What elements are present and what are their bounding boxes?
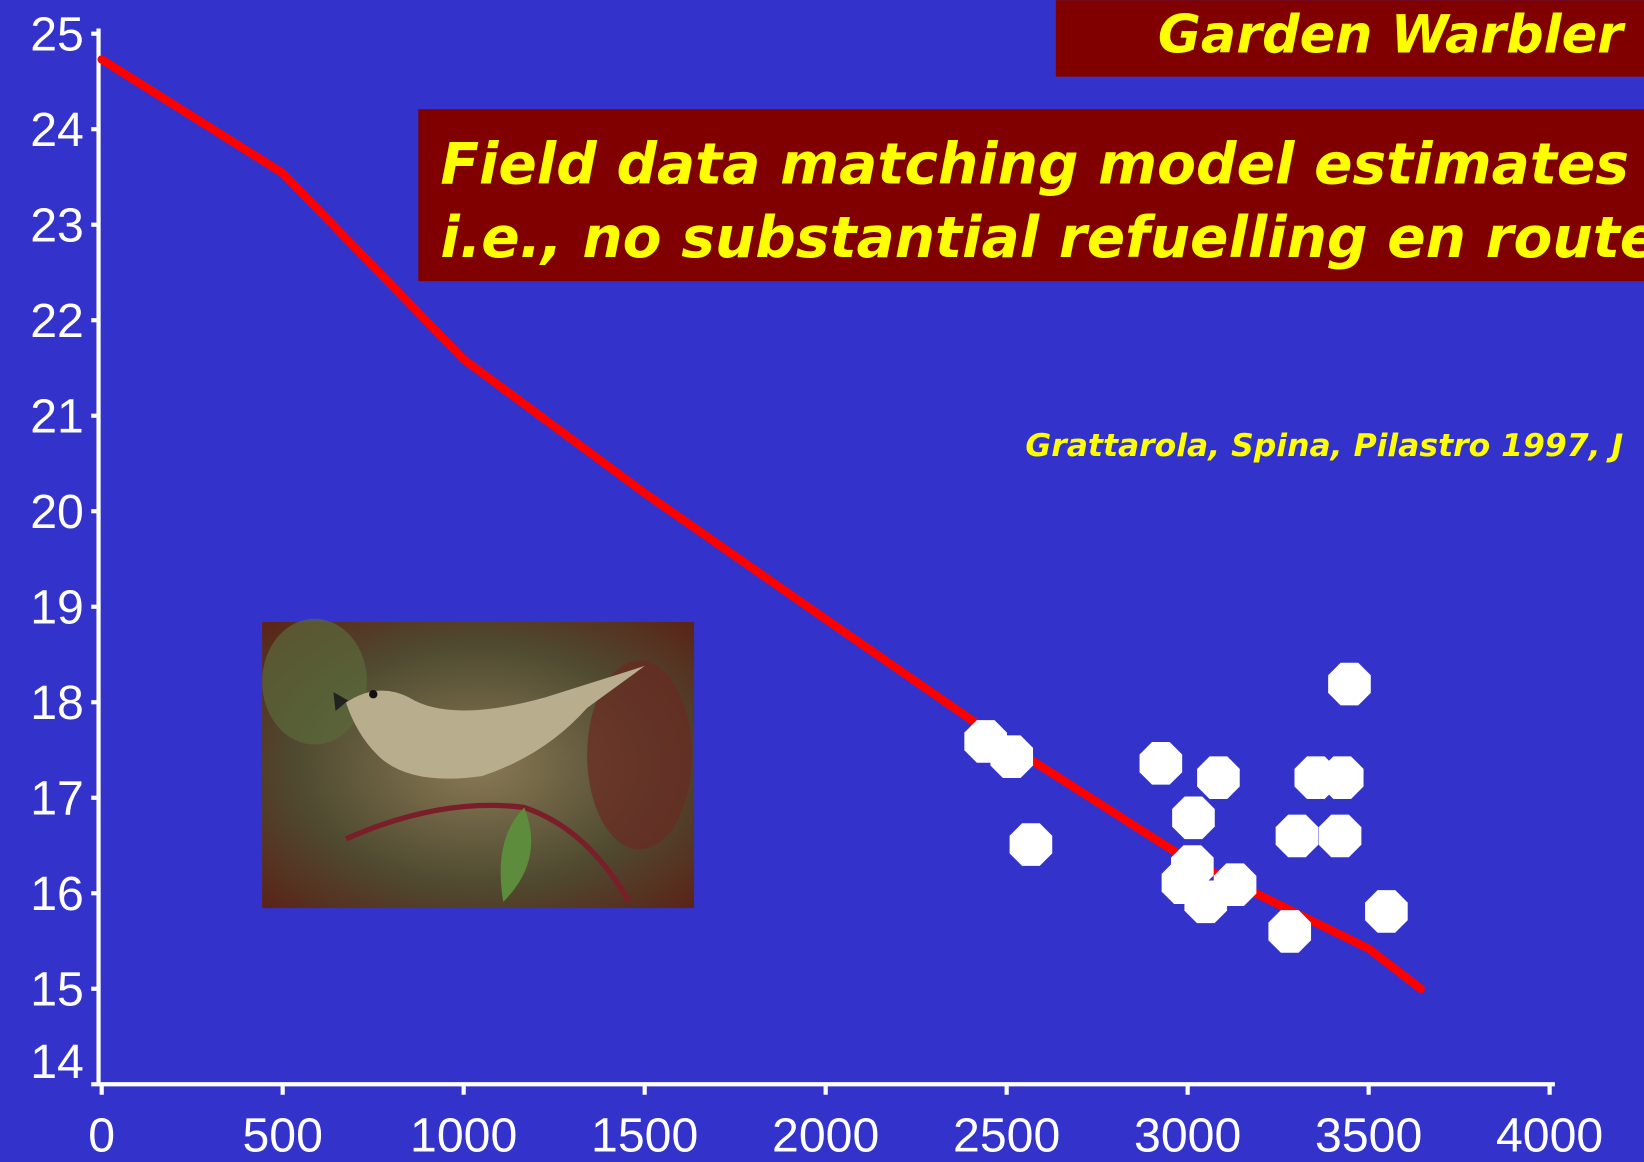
y-tick-label: 15 [30, 963, 84, 1017]
bird-photo [262, 618, 695, 909]
y-tick-label: 20 [30, 485, 84, 539]
subtitle-line: i.e., no substantial refuelling en route [440, 205, 1644, 271]
y-tick-label: 23 [30, 198, 84, 252]
x-tick-label: 3000 [1134, 1108, 1241, 1162]
data-point [1320, 756, 1364, 800]
y-tick-label: 21 [30, 389, 84, 443]
x-tick-label: 1000 [410, 1108, 517, 1162]
chart-title: Garden Warbler [1158, 5, 1626, 66]
y-tick-label: 14 [30, 1035, 84, 1089]
y-tick-label: 16 [30, 867, 84, 921]
subtitle-box [418, 109, 1644, 282]
subtitle-line: Field data matching model estimates [440, 132, 1629, 198]
data-point [1213, 863, 1257, 906]
citation: Grattarola, Spina, Pilastro 1997, J [1025, 428, 1623, 464]
x-tick-label: 2500 [953, 1108, 1060, 1162]
y-tick-label: 17 [30, 772, 84, 826]
title-box [1055, 0, 1644, 77]
data-point [1139, 742, 1183, 785]
data-point [1275, 814, 1319, 858]
y-tick-label: 24 [30, 103, 84, 157]
y-tick-label: 18 [30, 676, 84, 730]
x-tick-label: 2000 [772, 1108, 879, 1162]
x-tick-label: 3500 [1315, 1108, 1422, 1162]
y-tick-label: 22 [30, 294, 84, 348]
x-tick-label: 0 [88, 1108, 115, 1162]
model-line [97, 55, 1425, 993]
data-point [990, 735, 1034, 778]
plot-area: 14 15 16 17 18 19 20 21 22 23 24 25 0 500 1000 1500 2000… [30, 7, 1603, 1162]
x-tick-label: 1500 [591, 1108, 698, 1162]
x-tick-label: 500 [242, 1108, 322, 1162]
data-point [1318, 814, 1362, 858]
y-tick-label: 19 [30, 581, 84, 635]
data-point [1268, 910, 1312, 953]
data-point [1365, 890, 1408, 933]
x-tick-label: 4000 [1496, 1108, 1603, 1162]
data-point [1328, 662, 1371, 706]
data-point [1172, 796, 1215, 840]
data-point [1009, 823, 1053, 866]
data-point [1197, 756, 1240, 800]
y-tick-label: 25 [30, 7, 84, 61]
